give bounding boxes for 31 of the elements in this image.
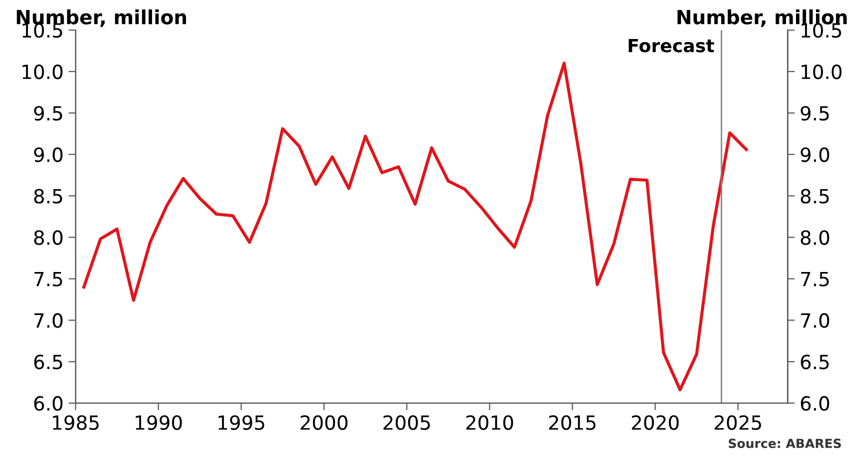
- y-tick-label: 6.0: [34, 396, 62, 411]
- line-series: [82, 62, 748, 392]
- y2-tick-label: 10.5: [802, 23, 842, 38]
- y-tick-label: 10.0: [22, 64, 62, 80]
- y2-tick-label: 8.0: [800, 230, 830, 245]
- y-tick-label: 8.5: [34, 188, 62, 204]
- y-tick-label: 8.0: [34, 230, 62, 245]
- x-tick-label: 2025: [714, 415, 762, 430]
- x-tick-label: 2020: [632, 415, 679, 430]
- x-tick-label: 2015: [549, 415, 596, 430]
- y2-tick-label: 6.0: [800, 396, 830, 411]
- y-tick-label: 6.5: [34, 354, 62, 370]
- y2-tick-label: 10.0: [802, 64, 842, 80]
- y2-tick-label: 7.0: [801, 313, 830, 328]
- x-tick-label: 1990: [136, 415, 182, 430]
- y-tick-label: 7.0: [34, 313, 62, 328]
- y-tick-label: 9.0: [34, 147, 62, 162]
- y2-tick-label: 7.5: [801, 272, 829, 286]
- x-tick-label: 2000: [300, 415, 348, 430]
- y-tick-label: 9.5: [34, 106, 62, 121]
- y2-tick-label: 6.5: [800, 354, 829, 370]
- x-tick-label: 1995: [218, 415, 264, 430]
- source-note: Source: ABARES: [728, 438, 841, 448]
- y2-tick-label: 9.0: [800, 147, 830, 162]
- y2-tick-label: 8.5: [800, 188, 829, 204]
- x-tick-label: 1985: [52, 415, 99, 430]
- x-tick-label: 2010: [466, 415, 514, 430]
- y-tick-label: 7.5: [34, 272, 62, 286]
- y2-tick-label: 9.5: [800, 106, 829, 121]
- x-tick-label: 2005: [383, 415, 430, 430]
- ref-line-label: Forecast: [628, 38, 714, 52]
